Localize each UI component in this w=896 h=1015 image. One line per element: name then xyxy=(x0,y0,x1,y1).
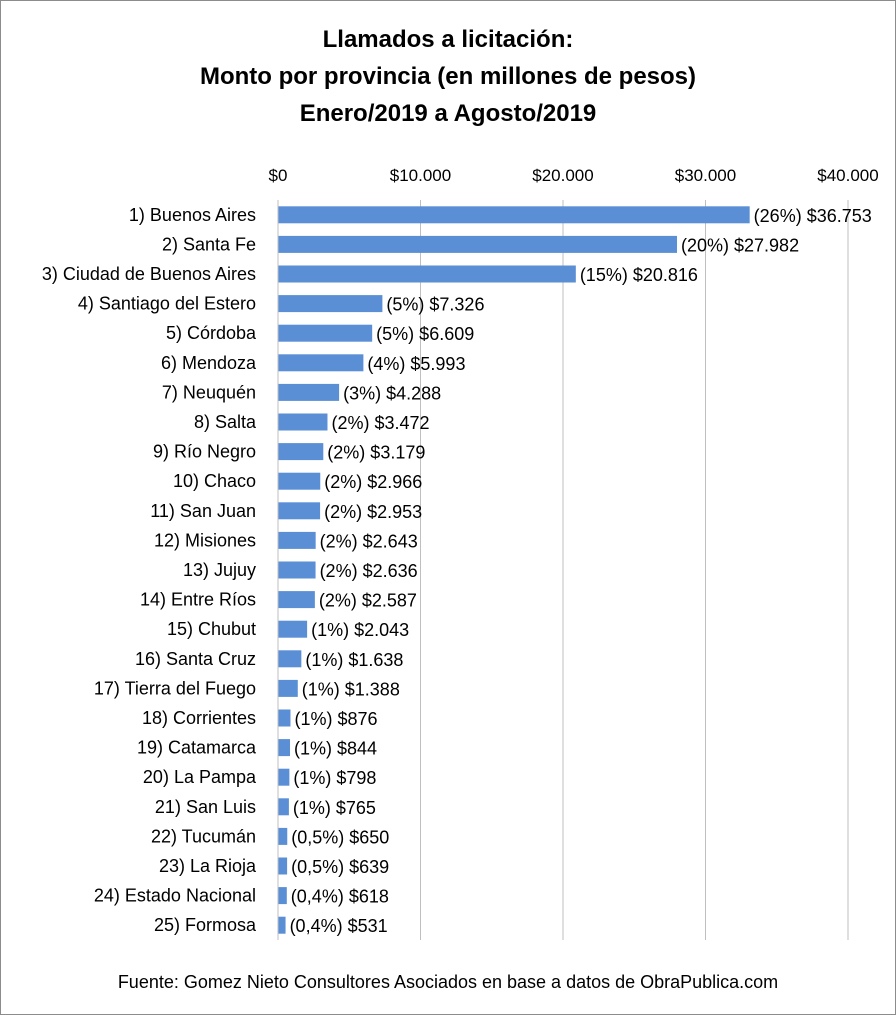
category-label: 8) Salta xyxy=(194,412,257,432)
bar xyxy=(278,827,288,845)
category-label: 19) Catamarca xyxy=(137,738,257,758)
bar xyxy=(278,650,302,668)
category-label: 20) La Pampa xyxy=(143,767,257,787)
chart-title-line-2: Monto por provincia (en millones de peso… xyxy=(199,63,697,90)
bar xyxy=(278,561,316,579)
category-label: 21) San Luis xyxy=(155,797,256,817)
category-label: 7) Neuquén xyxy=(162,382,256,402)
bar xyxy=(278,354,364,372)
bar xyxy=(278,916,286,934)
bar xyxy=(278,739,291,757)
data-label: (2%) $3.472 xyxy=(331,413,429,433)
data-label: (26%) $36.753 xyxy=(754,206,872,226)
data-label: (4%) $5.993 xyxy=(367,354,465,374)
data-label: (0,4%) $618 xyxy=(291,887,389,907)
data-label: (1%) $1.388 xyxy=(302,679,400,699)
category-label: 2) Santa Fe xyxy=(162,234,256,254)
bar xyxy=(278,591,315,609)
bar xyxy=(278,857,288,875)
category-label: 16) Santa Cruz xyxy=(135,649,256,669)
bar xyxy=(278,235,677,253)
x-tick-label: $0 xyxy=(269,166,288,185)
data-label: (15%) $20.816 xyxy=(580,265,698,285)
category-label: 24) Estado Nacional xyxy=(94,886,256,906)
bar xyxy=(278,295,383,313)
data-label: (1%) $844 xyxy=(294,739,377,759)
category-label: 15) Chubut xyxy=(167,619,256,639)
chart-title-line-3: Enero/2019 a Agosto/2019 xyxy=(299,100,597,127)
x-tick-label: $20.000 xyxy=(532,166,593,185)
category-label: 3) Ciudad de Buenos Aires xyxy=(42,264,256,284)
data-label: (5%) $7.326 xyxy=(386,295,484,315)
bar xyxy=(278,887,287,905)
category-label: 1) Buenos Aires xyxy=(129,205,256,225)
category-label: 5) Córdoba xyxy=(166,323,257,343)
category-label: 17) Tierra del Fuego xyxy=(94,678,256,698)
data-label: (3%) $4.288 xyxy=(343,383,441,403)
data-label: (2%) $2.643 xyxy=(320,531,418,551)
data-label: (0,5%) $650 xyxy=(291,827,389,847)
data-label: (5%) $6.609 xyxy=(376,324,474,344)
data-label: (2%) $2.953 xyxy=(324,502,422,522)
category-label: 11) San Juan xyxy=(150,501,256,521)
category-label: 14) Entre Ríos xyxy=(140,590,256,610)
category-label: 6) Mendoza xyxy=(161,353,257,373)
bar xyxy=(278,531,316,549)
data-label: (1%) $1.638 xyxy=(305,650,403,670)
x-tick-label: $40.000 xyxy=(817,166,878,185)
x-tick-label: $10.000 xyxy=(390,166,451,185)
bar xyxy=(278,324,373,342)
data-label: (1%) $798 xyxy=(293,768,376,788)
data-label: (0,4%) $531 xyxy=(290,916,388,936)
category-label: 25) Formosa xyxy=(154,915,257,935)
data-label: (1%) $765 xyxy=(293,798,376,818)
category-label: 12) Misiones xyxy=(154,530,256,550)
category-label: 13) Jujuy xyxy=(183,560,256,580)
chart-title-line-1: Llamados a licitación: xyxy=(322,26,574,53)
bar xyxy=(278,472,321,490)
category-label: 4) Santiago del Estero xyxy=(78,294,256,314)
data-label: (1%) $2.043 xyxy=(311,620,409,640)
bar xyxy=(278,383,340,401)
data-label: (2%) $2.636 xyxy=(320,561,418,581)
bar xyxy=(278,768,290,786)
category-label: 9) Río Negro xyxy=(153,442,256,462)
category-label: 18) Corrientes xyxy=(142,708,256,728)
bar xyxy=(278,798,289,816)
data-label: (20%) $27.982 xyxy=(681,235,799,255)
bar xyxy=(278,709,291,727)
data-label: (0,5%) $639 xyxy=(291,857,389,877)
category-label: 10) Chaco xyxy=(173,471,256,491)
bar xyxy=(278,679,298,697)
data-label: (1%) $876 xyxy=(294,709,377,729)
bar xyxy=(278,443,324,461)
data-label: (2%) $2.966 xyxy=(324,472,422,492)
bar xyxy=(278,620,308,638)
bar xyxy=(278,502,321,520)
bar xyxy=(278,413,328,431)
bar xyxy=(278,265,576,283)
category-label: 23) La Rioja xyxy=(159,856,257,876)
source-note: Fuente: Gomez Nieto Consultores Asociado… xyxy=(117,972,779,992)
data-label: (2%) $3.179 xyxy=(327,443,425,463)
category-label: 22) Tucumán xyxy=(151,826,256,846)
data-label: (2%) $2.587 xyxy=(319,591,417,611)
x-tick-label: $30.000 xyxy=(675,166,736,185)
bar xyxy=(278,206,750,224)
